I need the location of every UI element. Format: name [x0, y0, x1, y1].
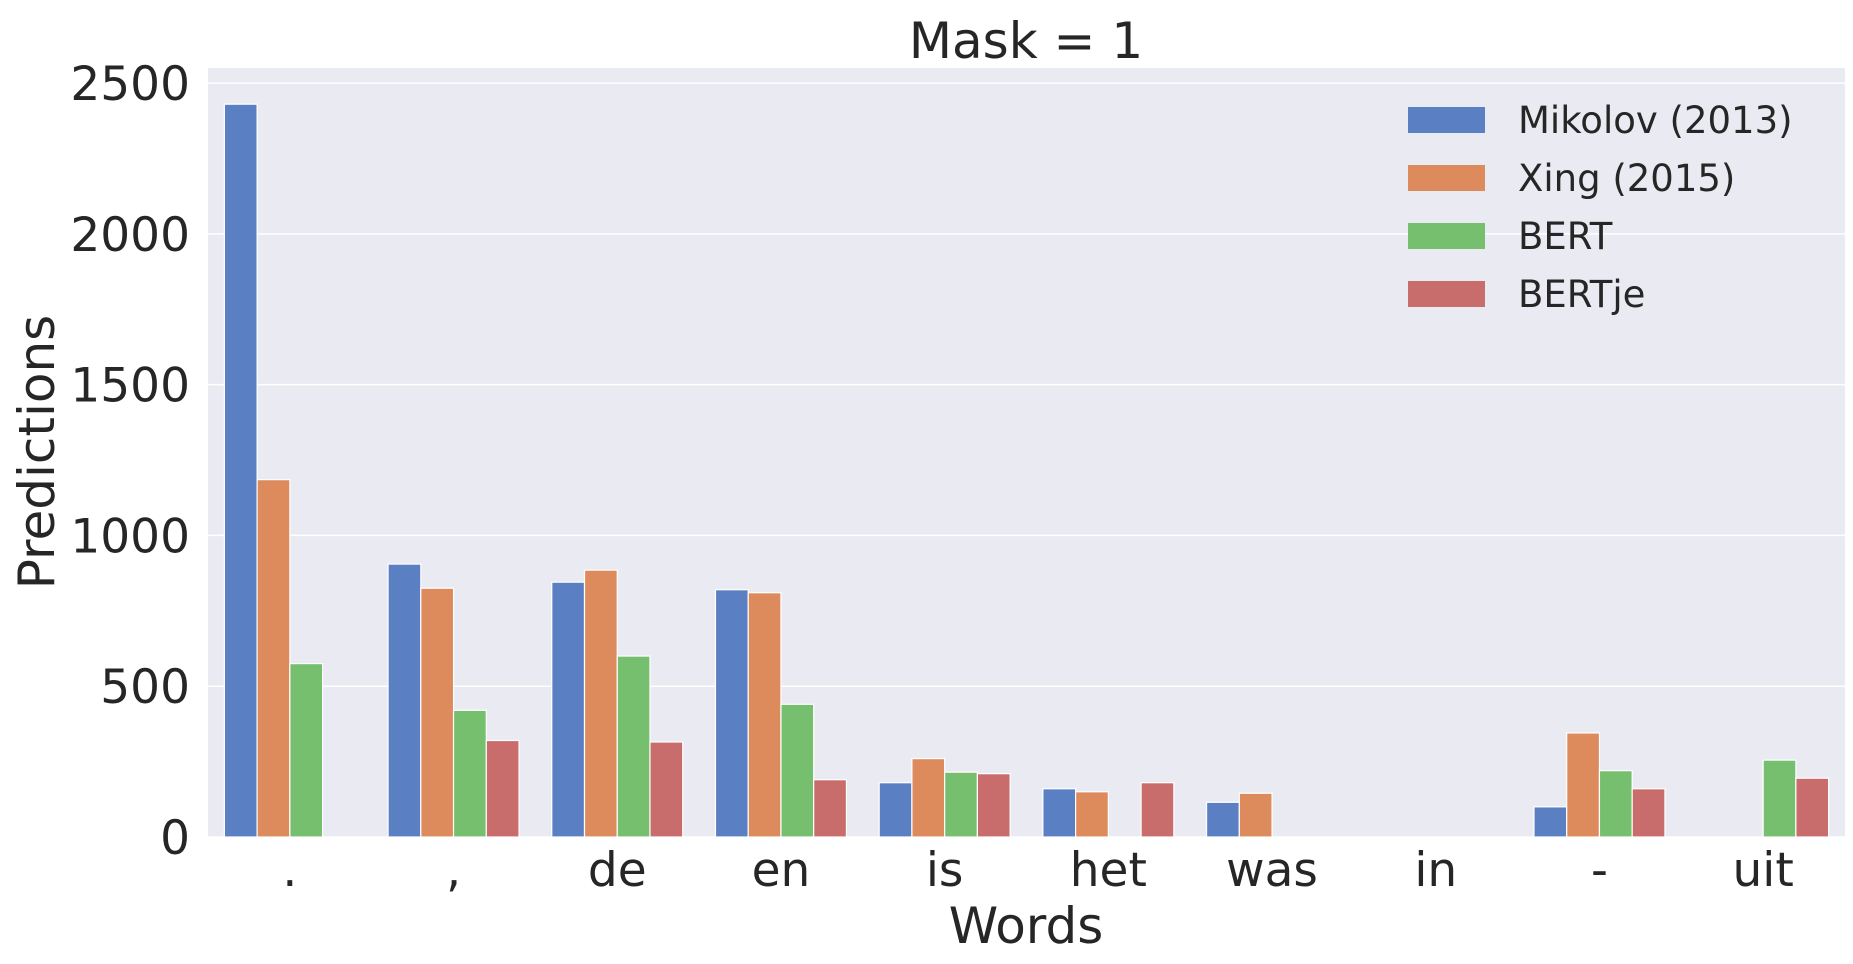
bar	[256, 479, 291, 838]
bar	[1631, 788, 1666, 838]
bar	[289, 662, 324, 838]
bar	[1205, 801, 1240, 838]
y-tick-label: 0	[160, 811, 190, 866]
bar	[616, 655, 651, 838]
legend-label: Mikolov (2013)	[1518, 99, 1793, 142]
bar	[387, 563, 422, 838]
plot-background	[208, 68, 1845, 837]
x-tick-label: de	[588, 843, 647, 898]
legend-label: BERT	[1518, 215, 1613, 258]
bar	[911, 757, 946, 838]
bar	[1042, 788, 1077, 838]
bar	[813, 779, 848, 838]
x-tick-label: in	[1414, 843, 1457, 898]
y-tick-label: 1500	[70, 359, 190, 414]
x-tick-label: is	[926, 843, 964, 898]
bar	[485, 739, 520, 838]
legend: Mikolov (2013) Xing (2015) BERT BERTje	[1408, 99, 1793, 316]
y-tick-label: 1000	[70, 509, 190, 564]
bar	[944, 771, 978, 838]
legend-swatch	[1408, 165, 1485, 191]
bar	[420, 587, 455, 838]
bar	[551, 581, 586, 838]
bar	[1533, 806, 1568, 838]
bar	[780, 703, 815, 838]
legend-swatch	[1408, 281, 1485, 307]
x-tick-label: was	[1226, 843, 1318, 898]
x-tick-label: ,	[446, 843, 461, 898]
y-tick-label: 2000	[70, 208, 190, 263]
bar	[1598, 770, 1633, 838]
bar	[1238, 792, 1273, 838]
y-tick-labels: 0 500 1000 1500 2000 2500	[70, 57, 190, 866]
bar	[1795, 777, 1830, 838]
bar	[1075, 791, 1109, 838]
bar	[583, 569, 618, 838]
legend-swatch	[1408, 223, 1485, 249]
x-tick-label: uit	[1733, 843, 1794, 898]
bar	[649, 741, 684, 838]
bar	[1140, 782, 1175, 838]
x-tick-label: -	[1591, 843, 1608, 898]
legend-label: Xing (2015)	[1518, 157, 1735, 200]
bar	[976, 773, 1011, 838]
bar	[452, 709, 487, 838]
x-tick-label: het	[1070, 843, 1147, 898]
legend-swatch	[1408, 107, 1485, 133]
bar	[1566, 732, 1601, 838]
bars	[223, 103, 1830, 838]
bar	[1762, 759, 1797, 838]
legend-label: BERTje	[1518, 273, 1645, 316]
bar	[714, 589, 749, 838]
bar	[223, 103, 258, 838]
bar	[747, 592, 782, 838]
x-tick-label: en	[752, 843, 811, 898]
x-tick-label: .	[282, 843, 297, 898]
bar	[878, 782, 913, 838]
chart-title: Mask = 1	[909, 12, 1143, 70]
y-tick-label: 2500	[70, 57, 190, 112]
x-axis-label: Words	[949, 897, 1104, 955]
y-tick-label: 500	[100, 660, 190, 715]
x-tick-labels: ., de en is het was in - uit	[282, 843, 1793, 898]
y-axis-label: Predictions	[8, 315, 66, 589]
